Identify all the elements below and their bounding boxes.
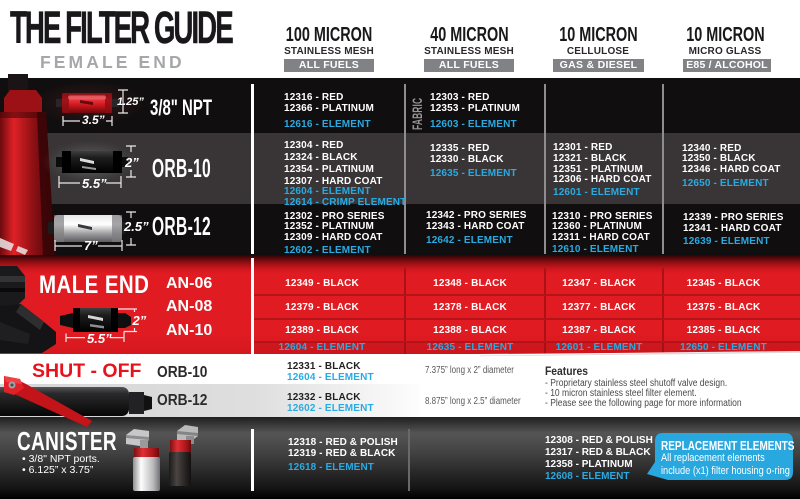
svg-text:2”: 2” <box>124 155 139 170</box>
svg-text:5.5”: 5.5” <box>87 331 112 346</box>
svg-text:1.25”: 1.25” <box>117 96 144 108</box>
svg-text:3.5”: 3.5” <box>82 113 105 127</box>
svg-text:5.5”: 5.5” <box>82 176 107 191</box>
svg-text:2”: 2” <box>132 313 147 328</box>
svg-text:2.5”: 2.5” <box>123 219 149 234</box>
svg-text:7”: 7” <box>84 238 98 253</box>
